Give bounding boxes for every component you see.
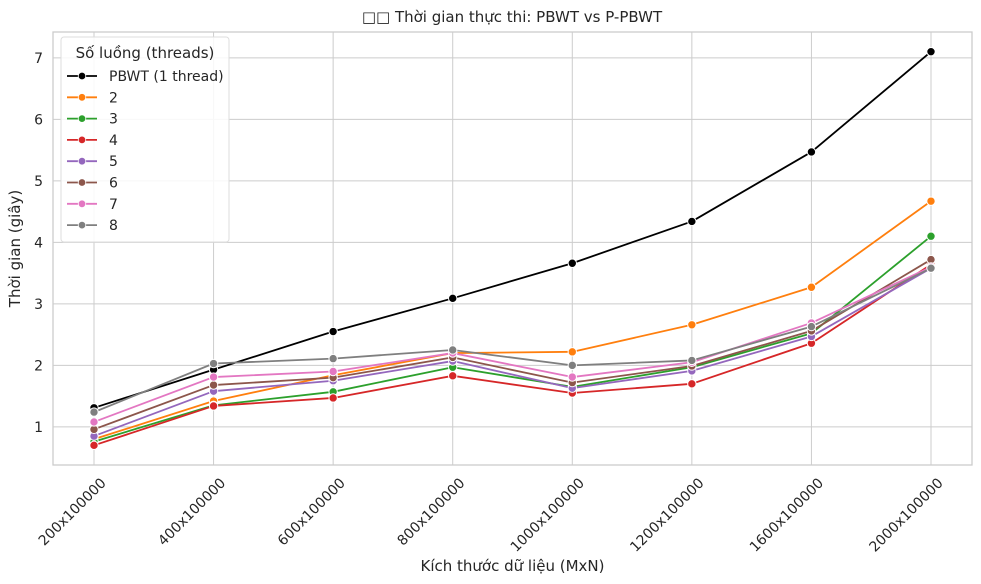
series-group — [89, 46, 936, 451]
data-point — [448, 293, 458, 304]
y-tick-label: 1 — [34, 420, 43, 436]
legend-label: PBWT (1 thread) — [109, 69, 224, 85]
series-8 — [89, 263, 936, 417]
data-point — [208, 358, 219, 369]
series-line — [93, 263, 932, 447]
x-tick-label: 800x100000 — [394, 475, 468, 549]
data-point — [328, 393, 338, 403]
data-point — [328, 366, 338, 377]
y-tick-label: 2 — [34, 358, 43, 374]
data-point — [687, 216, 697, 227]
x-tick-label: 1600x100000 — [747, 475, 827, 555]
x-tick-label: 1200x100000 — [627, 475, 707, 555]
legend-item: 2 — [67, 90, 118, 106]
legend-item: PBWT (1 thread) — [67, 69, 224, 85]
legend-title: Số luồng (threads) — [76, 44, 215, 62]
data-point — [926, 263, 936, 273]
legend-label: 7 — [109, 197, 118, 213]
legend-item: 7 — [67, 197, 118, 213]
y-tick-label: 4 — [34, 235, 43, 251]
legend-marker — [77, 114, 87, 123]
legend: Số luồng (threads) PBWT (1 thread) 2 3 4 5 6 7… — [60, 36, 230, 243]
y-axis-ticks: 1 2 3 4 5 6 7 — [34, 51, 43, 436]
legend-item: 5 — [67, 154, 118, 170]
series-line — [93, 235, 932, 443]
series-line — [93, 258, 932, 431]
plot-frame — [52, 31, 973, 466]
series-line — [93, 267, 932, 437]
legend-item: 4 — [67, 133, 118, 149]
x-tick-label: 600x100000 — [275, 475, 349, 549]
x-axis-title: Kích thước dữ liệu (MxN) — [421, 557, 605, 575]
x-tick-label: 2000x100000 — [866, 475, 946, 555]
y-tick-label: 3 — [34, 297, 43, 313]
legend-label: 3 — [109, 112, 118, 128]
legend-marker — [77, 220, 87, 230]
series-line — [93, 267, 932, 413]
data-point — [806, 147, 817, 157]
legend-label: 5 — [109, 154, 118, 170]
legend-marker — [77, 156, 87, 166]
y-tick-label: 7 — [34, 51, 43, 67]
data-point — [687, 320, 697, 330]
data-point — [926, 196, 936, 206]
legend-label: 4 — [109, 133, 118, 149]
legend-label: 8 — [109, 218, 118, 234]
data-point — [567, 258, 577, 268]
x-tick-label: 400x100000 — [155, 475, 229, 549]
legend-marker — [77, 178, 87, 187]
y-axis-title: Thời gian (giây) — [6, 190, 24, 308]
legend-marker — [77, 135, 87, 145]
data-point — [926, 231, 936, 241]
x-tick-label: 1000x100000 — [508, 475, 588, 555]
legend-item: 8 — [67, 218, 118, 234]
data-point — [89, 440, 99, 451]
series-4 — [89, 259, 936, 451]
data-point — [89, 417, 99, 427]
x-tick-label: 200x100000 — [36, 475, 110, 549]
data-point — [89, 407, 99, 417]
data-point — [328, 326, 338, 337]
data-point — [448, 345, 458, 355]
legend-items: PBWT (1 thread) 2 3 4 5 6 7 8 — [67, 69, 224, 234]
legend-marker — [77, 199, 87, 208]
series-line — [93, 266, 932, 423]
y-tick-label: 5 — [34, 174, 43, 190]
data-point — [208, 380, 219, 390]
x-axis-ticks: 200x100000 400x100000 600x100000 800x100000… — [36, 475, 947, 555]
data-point — [567, 360, 577, 371]
legend-marker — [77, 71, 87, 81]
data-point — [448, 371, 458, 381]
data-point — [687, 379, 697, 389]
data-point — [806, 282, 817, 292]
data-point — [567, 347, 577, 357]
legend-item: 3 — [67, 112, 118, 128]
legend-label: 6 — [109, 176, 118, 192]
y-tick-label: 6 — [34, 112, 43, 128]
data-point — [208, 401, 219, 411]
data-point — [806, 321, 817, 332]
data-point — [567, 372, 577, 382]
legend-marker — [77, 93, 87, 102]
data-point — [328, 353, 338, 364]
legend-item: 6 — [67, 176, 118, 192]
chart-title: □□ Thời gian thực thi: PBWT vs P-PBWT — [362, 8, 663, 26]
series-line — [93, 200, 932, 441]
data-point — [208, 372, 219, 382]
data-point — [926, 46, 936, 57]
data-point — [687, 355, 697, 366]
legend-box — [60, 36, 230, 243]
legend-label: 2 — [109, 90, 118, 106]
